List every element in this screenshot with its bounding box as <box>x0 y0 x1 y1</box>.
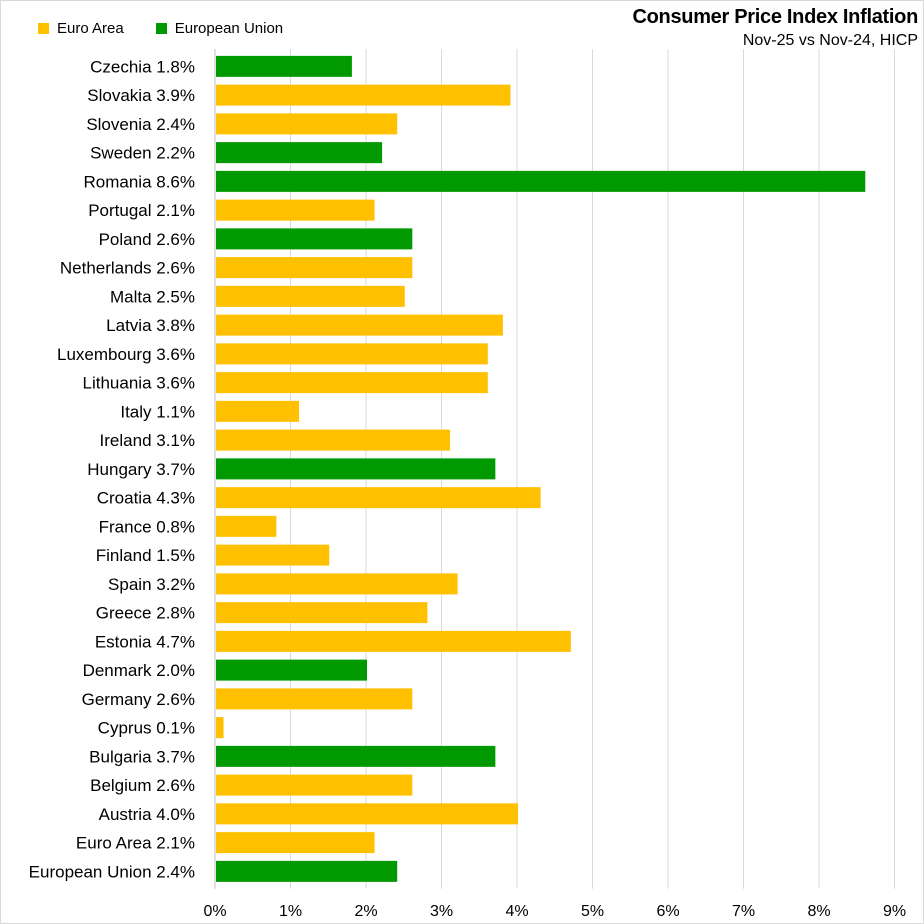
legend: Euro Area European Union <box>38 20 315 37</box>
category-label: Romania 8.6% <box>83 172 195 191</box>
category-label: Poland 2.6% <box>99 230 195 249</box>
category-labels: Czechia 1.8% Slovakia 3.9% Slovenia 2.4% Sw… <box>29 57 195 881</box>
bar-sweden <box>216 142 383 164</box>
bar-germany <box>216 688 413 710</box>
category-label: Belgium 2.6% <box>90 776 195 795</box>
category-label: European Union 2.4% <box>29 862 195 881</box>
category-label: Germany 2.6% <box>82 690 195 709</box>
bar-netherlands <box>216 257 413 279</box>
bar-spain <box>216 573 458 595</box>
x-tick-label: 5% <box>581 903 604 920</box>
legend-swatch-european-union <box>155 23 167 34</box>
x-tick-label: 2% <box>354 903 377 920</box>
category-label: Denmark 2.0% <box>83 661 195 680</box>
category-label: France 0.8% <box>99 517 195 536</box>
category-label: Italy 1.1% <box>120 402 195 421</box>
x-tick-label: 9% <box>883 903 906 920</box>
bar-hungary <box>216 458 496 480</box>
bar-luxembourg <box>216 343 488 365</box>
x-tick-label: 0% <box>203 903 226 920</box>
category-label: Euro Area 2.1% <box>76 834 195 853</box>
category-label: Slovenia 2.4% <box>86 115 195 134</box>
category-label: Austria 4.0% <box>99 805 195 824</box>
category-label: Latvia 3.8% <box>106 316 195 335</box>
chart-subtitle: Nov-25 vs Nov-24, HICP <box>742 32 918 49</box>
category-label: Spain 3.2% <box>108 575 195 594</box>
bar-czechia <box>216 55 352 77</box>
category-label: Estonia 4.7% <box>95 632 195 651</box>
category-label: Croatia 4.3% <box>97 489 195 508</box>
bar-portugal <box>216 199 375 221</box>
legend-swatch-euro-area <box>38 23 49 34</box>
bar-estonia <box>216 630 571 652</box>
category-label: Greece 2.8% <box>96 604 195 623</box>
bar-latvia <box>216 314 503 336</box>
bar-denmark <box>216 659 367 681</box>
category-label: Netherlands 2.6% <box>60 259 195 278</box>
bar-slovenia <box>216 113 398 135</box>
bar-greece <box>216 602 428 624</box>
x-tick-labels: 0% 1% 2% 3% 4% 5% 6% 7% 8% 9% <box>203 903 906 920</box>
category-label: Bulgaria 3.7% <box>89 747 195 766</box>
chart-title: Consumer Price Index Inflation <box>632 6 918 28</box>
legend-label-european-union: European Union <box>174 20 284 37</box>
bar-poland <box>216 228 413 250</box>
x-tick-label: 4% <box>505 903 528 920</box>
category-label: Luxembourg 3.6% <box>57 345 195 364</box>
bar-euro-area <box>216 832 375 854</box>
bars <box>216 55 866 882</box>
x-tick-label: 3% <box>430 903 453 920</box>
bar-italy <box>216 400 300 422</box>
x-tick-label: 8% <box>807 903 830 920</box>
bar-ireland <box>216 429 451 451</box>
bar-slovakia <box>216 84 511 106</box>
bar-lithuania <box>216 372 488 394</box>
legend-label-euro-area: Euro Area <box>57 20 124 37</box>
bar-france <box>216 515 277 537</box>
bar-austria <box>216 803 518 825</box>
category-label: Slovakia 3.9% <box>87 86 195 105</box>
bar-cyprus <box>216 717 224 739</box>
x-tick-label: 6% <box>656 903 679 920</box>
x-tick-label: 7% <box>732 903 755 920</box>
bar-croatia <box>216 487 541 509</box>
category-label: Malta 2.5% <box>110 287 195 306</box>
bar-finland <box>216 544 330 566</box>
category-label: Ireland 3.1% <box>100 431 195 450</box>
category-label: Cyprus 0.1% <box>98 719 195 738</box>
category-label: Portugal 2.1% <box>88 201 195 220</box>
category-label: Lithuania 3.6% <box>83 374 195 393</box>
x-tick-label: 1% <box>279 903 302 920</box>
bar-malta <box>216 285 405 307</box>
bar-romania <box>216 170 866 192</box>
bar-european-union <box>216 860 398 882</box>
category-label: Czechia 1.8% <box>90 57 195 76</box>
legend-item-european-union: European Union <box>155 20 284 37</box>
category-label: Finland 1.5% <box>96 546 195 565</box>
bar-belgium <box>216 774 413 796</box>
category-label: Hungary 3.7% <box>87 460 195 479</box>
legend-item-euro-area: Euro Area <box>38 20 124 37</box>
category-label: Sweden 2.2% <box>90 144 195 163</box>
bar-bulgaria <box>216 745 496 767</box>
